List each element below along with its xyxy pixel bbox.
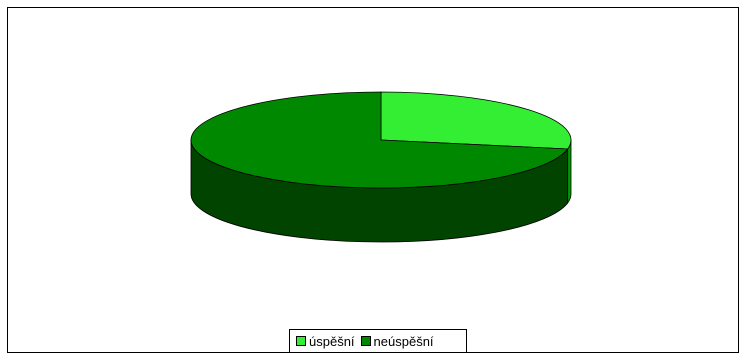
- legend-item-uspesni: úspěšní: [296, 334, 355, 349]
- pie-slice-neuspesni: [190, 91, 569, 189]
- legend-label-neuspesni: neúspěšní: [373, 333, 434, 349]
- legend-swatch-uspesni: [296, 336, 306, 346]
- pie-side-uspesni: [567, 139, 572, 205]
- pie-top: [190, 91, 572, 189]
- pie-slice-uspesni: [380, 91, 572, 150]
- legend-label-uspesni: úspěšní: [309, 333, 355, 349]
- legend-swatch-neuspesni: [360, 336, 371, 346]
- legend: úspěšní neúspěšní: [289, 329, 467, 353]
- legend-item-neuspesni: neúspěšní: [360, 333, 434, 349]
